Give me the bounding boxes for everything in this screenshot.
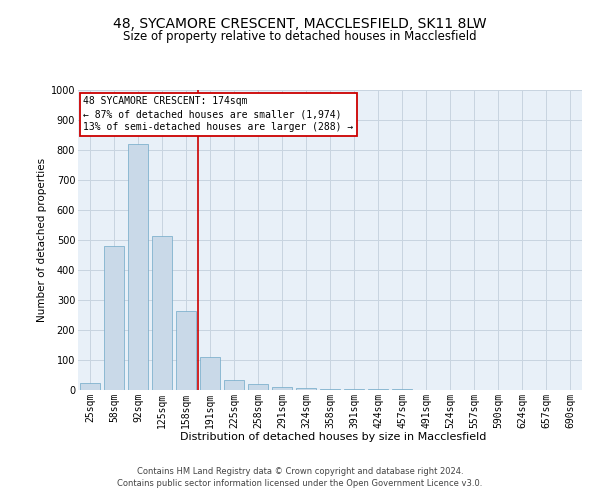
Bar — [272, 387, 292, 390]
Bar — [104, 246, 124, 390]
Text: Contains HM Land Registry data © Crown copyright and database right 2024.: Contains HM Land Registry data © Crown c… — [137, 468, 463, 476]
Bar — [80, 382, 100, 390]
Bar — [320, 388, 340, 390]
Bar — [224, 380, 244, 390]
Text: Size of property relative to detached houses in Macclesfield: Size of property relative to detached ho… — [123, 30, 477, 43]
Text: 48 SYCAMORE CRESCENT: 174sqm
← 87% of detached houses are smaller (1,974)
13% of: 48 SYCAMORE CRESCENT: 174sqm ← 87% of de… — [83, 96, 353, 132]
Bar — [368, 389, 388, 390]
Text: Contains public sector information licensed under the Open Government Licence v3: Contains public sector information licen… — [118, 479, 482, 488]
Bar — [248, 384, 268, 390]
Bar — [200, 357, 220, 390]
Bar — [344, 389, 364, 390]
Y-axis label: Number of detached properties: Number of detached properties — [37, 158, 47, 322]
Text: 48, SYCAMORE CRESCENT, MACCLESFIELD, SK11 8LW: 48, SYCAMORE CRESCENT, MACCLESFIELD, SK1… — [113, 18, 487, 32]
Bar — [176, 310, 196, 390]
Bar — [296, 388, 316, 390]
Text: Distribution of detached houses by size in Macclesfield: Distribution of detached houses by size … — [180, 432, 486, 442]
Bar — [152, 236, 172, 390]
Bar — [128, 144, 148, 390]
